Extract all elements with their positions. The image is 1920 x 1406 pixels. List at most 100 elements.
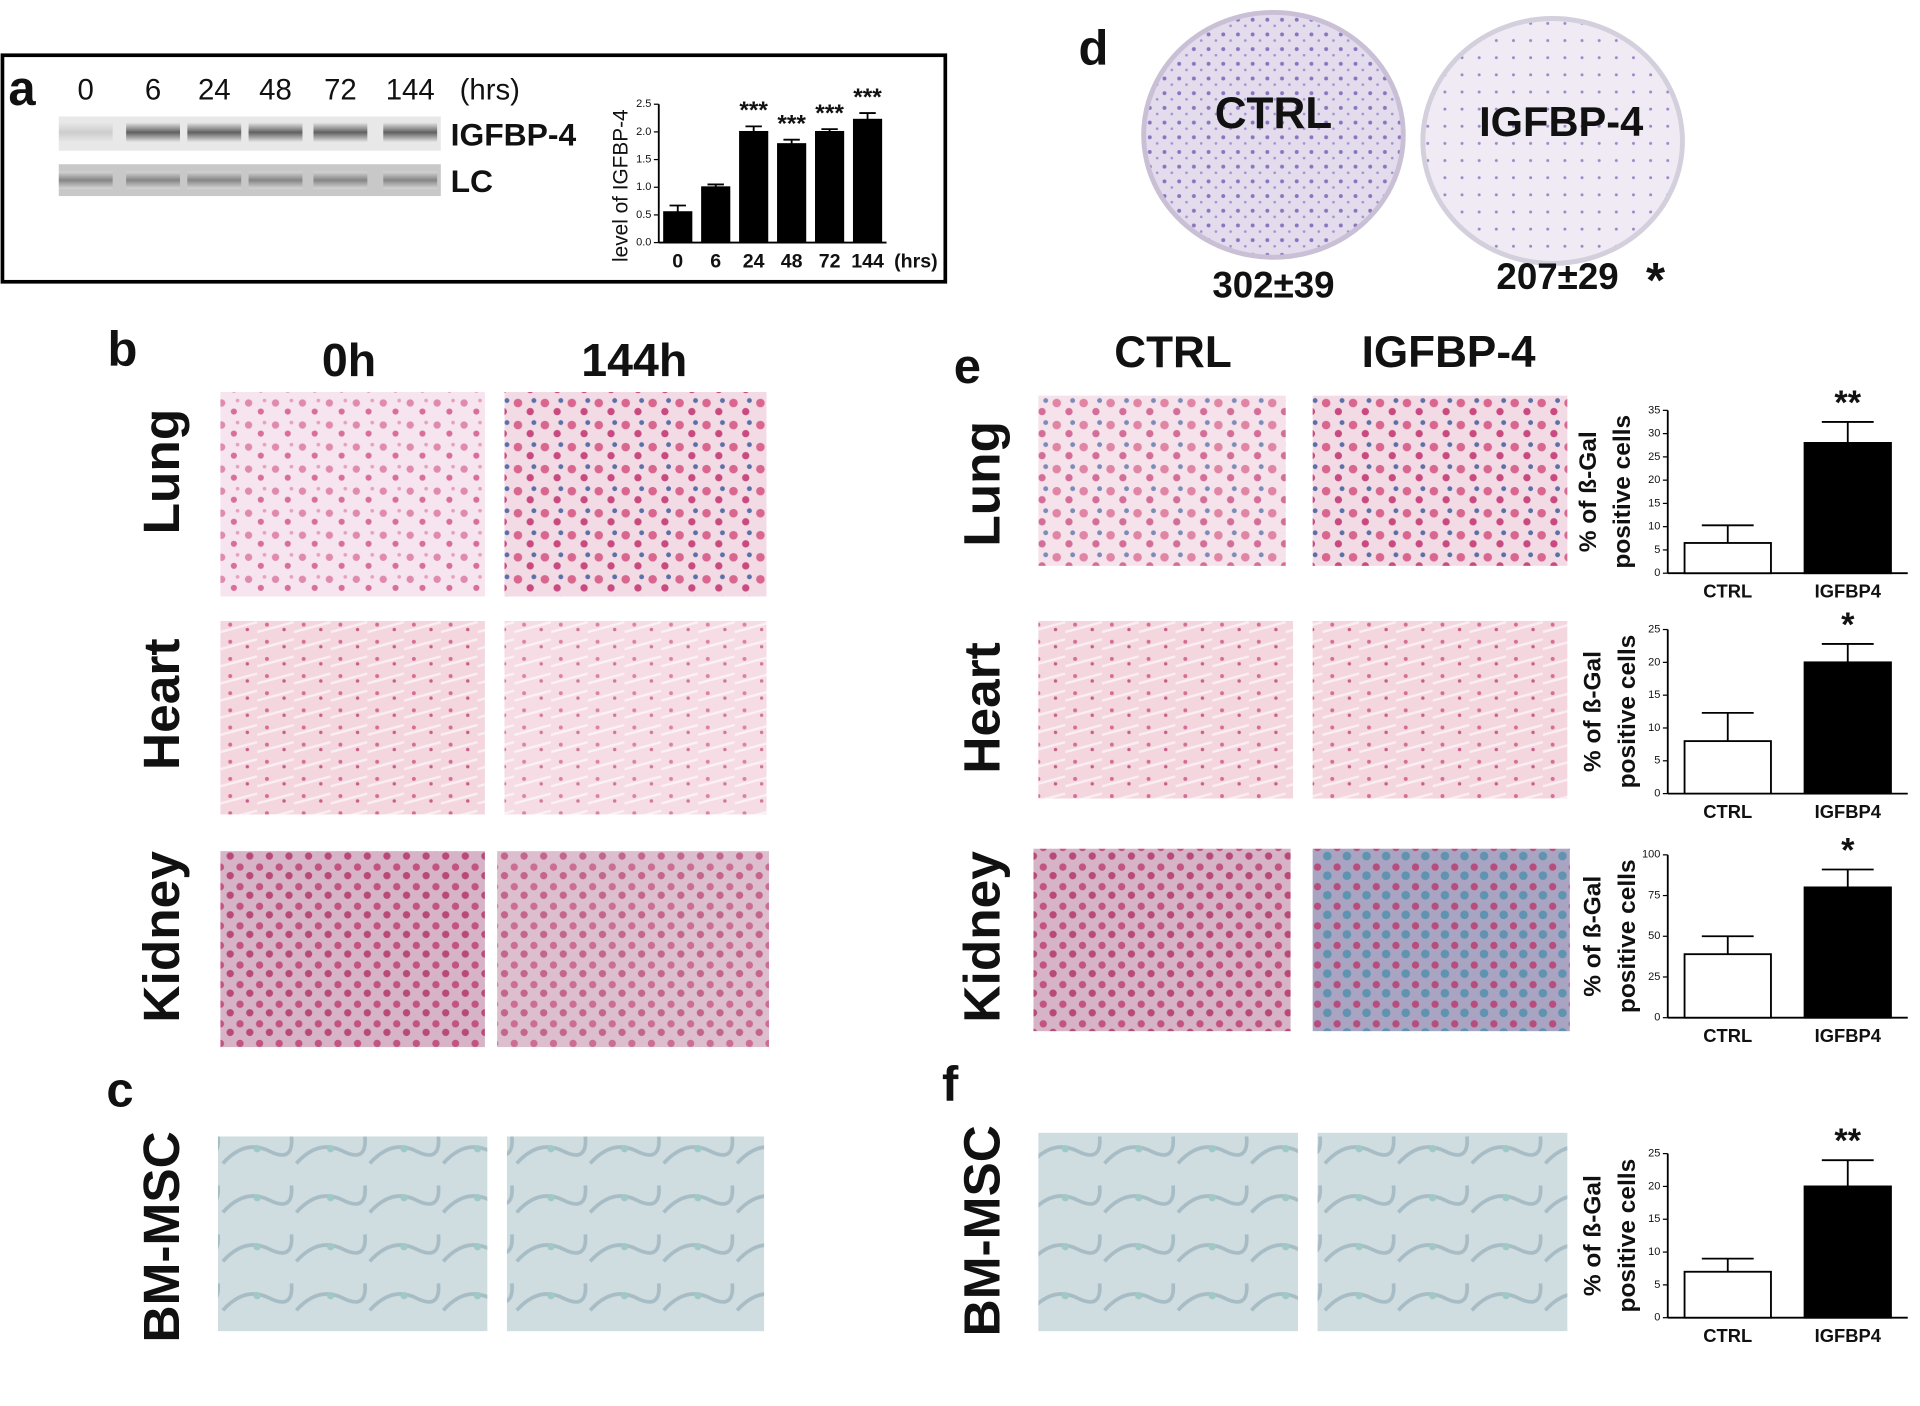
- row-label: Lung: [132, 409, 190, 535]
- lane-label: 24: [198, 74, 231, 107]
- bar: [1803, 1185, 1892, 1319]
- lane-label: 48: [259, 74, 292, 107]
- column-label: CTRL: [1114, 328, 1232, 377]
- bar: [1803, 442, 1892, 575]
- blot-band: [383, 171, 438, 189]
- blot-band: [187, 122, 242, 143]
- panel-frame: [0, 53, 948, 284]
- y-tick-label: 0: [1654, 788, 1660, 800]
- row-label: Heart: [952, 642, 1010, 773]
- y-tick-label: 2.5: [636, 98, 651, 110]
- y-tick-label: 10: [1648, 1246, 1660, 1258]
- x-tick-label: CTRL: [1703, 581, 1752, 602]
- x-tick-label: CTRL: [1703, 1325, 1752, 1346]
- plate-label: CTRL: [1215, 89, 1333, 138]
- x-unit-label: (hrs): [894, 250, 938, 272]
- y-tick-label: 10: [1648, 521, 1660, 533]
- y-tick-label: 100: [1642, 849, 1660, 861]
- band-label: LC: [451, 163, 493, 199]
- panel-label: d: [1079, 22, 1109, 76]
- blot-band: [248, 122, 303, 143]
- colony-count: 207±29: [1496, 256, 1618, 297]
- x-tick-label: 6: [710, 250, 721, 272]
- y-tick-label: 0: [1654, 1012, 1660, 1024]
- bar: [777, 143, 807, 244]
- bar: [663, 211, 693, 244]
- blot-band: [58, 122, 113, 143]
- y-tick-label: 15: [1648, 1213, 1660, 1225]
- y-tick-label: 2.0: [636, 126, 651, 138]
- y-axis-label: positive cells: [1609, 415, 1636, 569]
- y-tick-label: 0.0: [636, 236, 651, 248]
- significance: *: [1841, 831, 1855, 869]
- y-tick-label: 5: [1654, 755, 1660, 767]
- row-label: BM-MSC: [132, 1131, 190, 1342]
- bar: [852, 118, 883, 244]
- panel-label: c: [106, 1064, 133, 1118]
- micrograph: [506, 1136, 765, 1332]
- blot-band: [248, 171, 303, 189]
- bar: [1683, 542, 1772, 575]
- blot-band: [313, 122, 368, 143]
- blot-band: [58, 171, 113, 189]
- row-label: Heart: [132, 639, 190, 770]
- micrograph: [1038, 1132, 1298, 1332]
- x-tick-label: IGFBP4: [1815, 581, 1882, 602]
- micrograph: [1038, 620, 1294, 799]
- y-axis-label: level of IGFBP-4: [610, 109, 633, 262]
- y-tick-label: 25: [1648, 623, 1660, 635]
- y-tick-label: 25: [1648, 971, 1660, 983]
- y-axis-label: positive cells: [1614, 859, 1641, 1013]
- blot-band: [313, 171, 368, 189]
- y-tick-label: 35: [1648, 404, 1660, 416]
- y-tick-label: 0: [1654, 1312, 1660, 1324]
- y-axis-label: % of ß-Gal: [1580, 1175, 1607, 1296]
- y-axis-label: % of ß-Gal: [1575, 431, 1602, 552]
- column-label: IGFBP-4: [1362, 328, 1536, 377]
- plate-label: IGFBP-4: [1479, 98, 1643, 145]
- y-axis-label: positive cells: [1614, 635, 1641, 789]
- column-label: 0h: [322, 334, 376, 386]
- y-tick-label: 30: [1648, 428, 1660, 440]
- x-tick-label: CTRL: [1703, 801, 1752, 822]
- colony-count: 302±39: [1212, 265, 1334, 306]
- lane-label: 144: [386, 74, 435, 107]
- micrograph: [504, 620, 767, 815]
- y-tick-label: 20: [1648, 1180, 1660, 1192]
- micrograph: [504, 391, 767, 597]
- bar: [1803, 661, 1892, 795]
- significance: *: [1646, 254, 1666, 308]
- x-tick-label: 48: [781, 250, 803, 272]
- bar: [1683, 1270, 1772, 1319]
- y-axis-label: positive cells: [1614, 1159, 1641, 1313]
- micrograph: [1312, 848, 1570, 1032]
- y-tick-label: 20: [1648, 656, 1660, 668]
- y-tick-label: 50: [1648, 930, 1660, 942]
- x-tick-label: IGFBP4: [1815, 1025, 1882, 1046]
- significance: ***: [853, 84, 882, 111]
- bar: [739, 130, 769, 244]
- significance: ***: [815, 100, 844, 127]
- y-tick-label: 15: [1648, 689, 1660, 701]
- significance: **: [1834, 384, 1861, 422]
- column-label: 144h: [581, 334, 687, 386]
- x-tick-label: IGFBP4: [1815, 1325, 1882, 1346]
- y-tick-label: 5: [1654, 1279, 1660, 1291]
- lane-label: 72: [324, 74, 357, 107]
- y-axis-label: % of ß-Gal: [1580, 651, 1607, 772]
- y-tick-label: 1.0: [636, 181, 651, 193]
- culture-plate: [1420, 16, 1685, 266]
- blot-band: [383, 122, 438, 143]
- panel-label: b: [107, 323, 137, 377]
- y-tick-label: 1.5: [636, 153, 651, 165]
- y-tick-label: 0: [1654, 567, 1660, 579]
- row-label: Lung: [952, 421, 1010, 547]
- row-label: BM-MSC: [952, 1125, 1010, 1336]
- micrograph: [1317, 1132, 1568, 1332]
- x-tick-label: 0: [672, 250, 683, 272]
- y-tick-label: 20: [1648, 474, 1660, 486]
- panel-label: a: [8, 62, 36, 116]
- lane-label: 6: [145, 74, 161, 107]
- blot-band: [126, 171, 180, 189]
